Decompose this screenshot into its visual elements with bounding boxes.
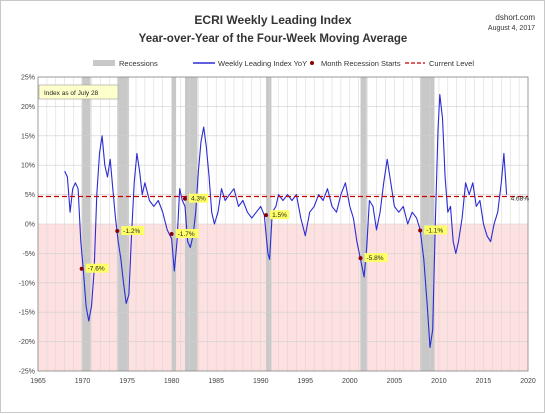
- chart-title: ECRI Weekly Leading Index: [194, 13, 351, 27]
- legend-marker-swatch: [310, 61, 314, 65]
- recession-start-label-3: 4.3%: [191, 196, 206, 203]
- y-tick-label: -25%: [19, 369, 35, 376]
- recession-start-marker-4: [264, 213, 269, 218]
- recession-start-label-2: -1.7%: [178, 231, 195, 238]
- x-tick-label: 1970: [75, 378, 91, 385]
- plot-area: -25% -20% -15% -10% -5% 0% 5% 10% 15% 20% 25% 1965 1…: [19, 75, 536, 386]
- legend: Recessions Weekly Leading Index YoY Mont…: [93, 59, 474, 68]
- legend-marker-label: Month Recession Starts: [321, 59, 401, 68]
- date-label: August 4, 2017: [488, 25, 535, 32]
- x-tick-label: 1995: [297, 378, 313, 385]
- y-tick-label: -15%: [19, 310, 35, 317]
- x-tick-label: 1975: [119, 378, 135, 385]
- recession-start-marker-0: [79, 266, 84, 271]
- annotation-box-bg: [38, 84, 119, 100]
- recession-start-label-6: -1.1%: [426, 227, 443, 234]
- chart-subtitle: Year-over-Year of the Four-Week Moving A…: [139, 33, 408, 45]
- y-tick-label: 15%: [21, 133, 35, 140]
- x-tick-label: 2000: [342, 378, 358, 385]
- x-tick-label: 2005: [387, 378, 403, 385]
- legend-recessions-label: Recessions: [119, 59, 158, 68]
- y-tick-label: -10%: [19, 280, 35, 287]
- recession-start-label-bg-0: [85, 263, 109, 273]
- y-tick-label: 5%: [25, 192, 35, 199]
- recession-start-marker-3: [183, 196, 187, 201]
- y-tick-label: -20%: [19, 339, 35, 346]
- recession-start-label-bg-5: [364, 253, 388, 263]
- recession-start-label-bg-1: [121, 226, 145, 236]
- y-tick-label: 25%: [21, 75, 35, 82]
- y-tick-label: 0%: [25, 222, 35, 229]
- annotation-box: Index as of July 28: [38, 84, 119, 100]
- recession-start-label-1: -1.2%: [123, 228, 140, 235]
- plot-border: [37, 76, 529, 372]
- recession-start-label-bg-2: [175, 228, 199, 238]
- y-tick-label: 20%: [21, 104, 35, 111]
- annotation-box-text: Index as of July 28: [44, 90, 99, 97]
- y-tick-label: 10%: [21, 163, 35, 170]
- recession-start-label-bg-3: [189, 193, 209, 203]
- x-tick-label: 2020: [520, 378, 536, 385]
- recession-start-label-bg-6: [424, 225, 448, 235]
- legend-current-label: Current Level: [429, 59, 474, 68]
- source-label: dshort.com: [495, 13, 535, 22]
- recession-start-label-5: -5.8%: [367, 255, 384, 262]
- recession-start-label-4: 1.5%: [272, 212, 287, 219]
- y-tick-label: -5%: [23, 251, 35, 258]
- recession-start-marker-1: [115, 229, 120, 234]
- x-tick-label: 2010: [431, 378, 447, 385]
- x-tick-label: 1980: [164, 378, 180, 385]
- x-tick-label: 1990: [253, 378, 269, 385]
- series-line: [64, 94, 508, 349]
- recession-start-marker-2: [169, 231, 174, 236]
- recession-start-marker-5: [358, 256, 363, 261]
- x-tick-label: 2015: [476, 378, 492, 385]
- x-tick-label: 1985: [208, 378, 224, 385]
- x-tick-label: 1965: [30, 378, 46, 385]
- legend-recessions-swatch: [93, 60, 115, 66]
- recession-start-label-0: -7.6%: [88, 266, 105, 273]
- recession-start-marker-6: [418, 228, 423, 233]
- current-level-label: 4.68%: [511, 195, 530, 202]
- legend-series-label: Weekly Leading Index YoY: [218, 59, 307, 68]
- recession-start-label-bg-4: [270, 210, 290, 220]
